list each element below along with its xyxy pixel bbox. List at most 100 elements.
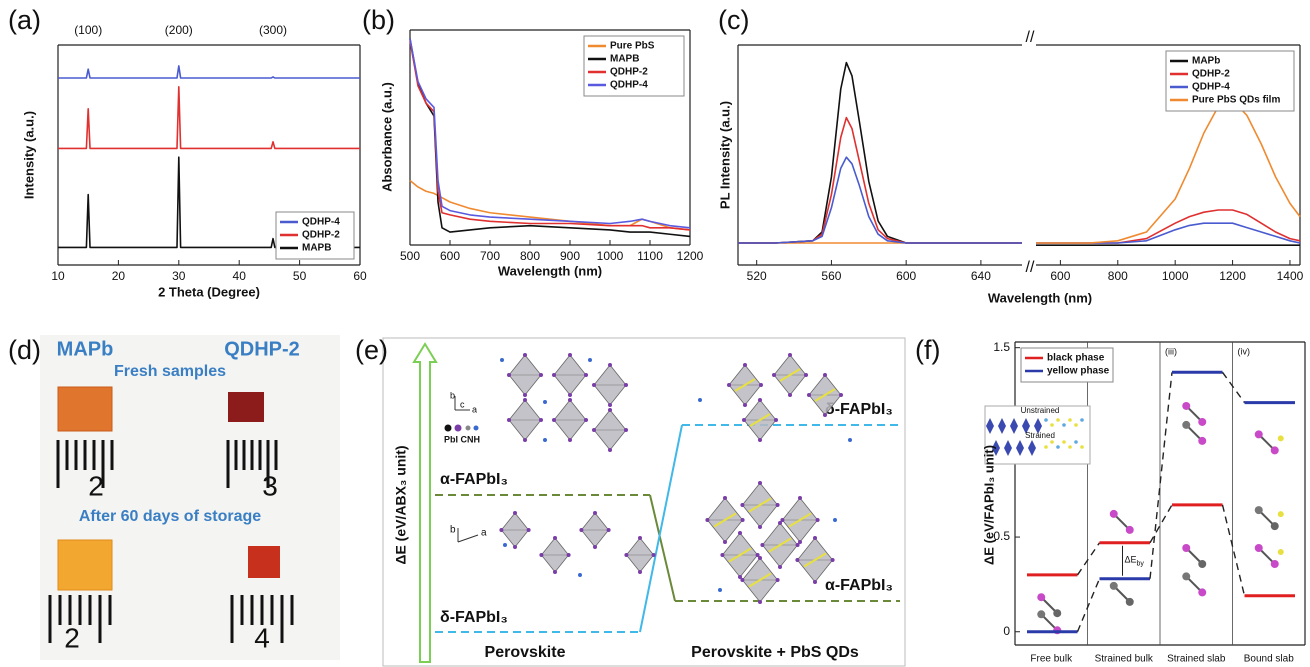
panel-label: (d) xyxy=(8,335,41,365)
x-tick-label: 10 xyxy=(51,269,65,283)
atom xyxy=(552,373,556,377)
atom xyxy=(652,553,656,557)
y-axis-label: Intensity (a.u.) xyxy=(21,111,36,199)
atom xyxy=(523,393,527,397)
legend-label: QDHP-2 xyxy=(1192,69,1230,80)
atom xyxy=(720,553,724,557)
molecule-atom xyxy=(1182,572,1190,580)
inset-atom xyxy=(1044,445,1048,449)
atom xyxy=(778,565,782,569)
atom xyxy=(723,540,727,544)
atom xyxy=(593,545,597,549)
atom xyxy=(772,373,776,377)
atom xyxy=(553,536,557,540)
molecule-atom xyxy=(1255,430,1263,438)
ruler-number: 3 xyxy=(262,470,278,501)
atom xyxy=(740,578,744,582)
ruler-number: 2 xyxy=(88,470,104,501)
molecule-atom xyxy=(1053,609,1061,617)
sample-name: QDHP-2 xyxy=(224,338,300,360)
x-tick-label: 500 xyxy=(400,249,420,263)
atom xyxy=(568,398,572,402)
legend-label: QDHP-4 xyxy=(302,217,340,228)
atom xyxy=(608,363,612,367)
atom xyxy=(816,518,820,522)
atom xyxy=(727,383,731,387)
atom xyxy=(624,428,628,432)
molecule xyxy=(500,358,504,362)
atom xyxy=(507,373,511,377)
atom xyxy=(831,558,835,562)
atom xyxy=(568,438,572,442)
y-axis-label: Absorbance (a.u.) xyxy=(379,82,394,192)
molecule xyxy=(543,400,547,404)
molecule-atom xyxy=(1126,598,1134,606)
annotation-sub: by xyxy=(1137,561,1145,568)
atom xyxy=(743,403,747,407)
atom xyxy=(823,373,827,377)
atom xyxy=(795,558,799,562)
atom xyxy=(738,531,742,535)
ruler-number: 4 xyxy=(254,622,270,653)
data-line xyxy=(738,63,1022,243)
x-tick-label: 900 xyxy=(560,249,580,263)
phase-label: δ-FAPbI₃ xyxy=(825,401,893,418)
inset-atom xyxy=(1074,440,1078,444)
molecule xyxy=(833,518,837,522)
x-tick-label: 1400 xyxy=(1277,269,1304,283)
atom xyxy=(807,393,811,397)
panel-label: (f) xyxy=(915,335,940,365)
atom xyxy=(592,383,596,387)
x-tick-label: 50 xyxy=(293,269,307,283)
atom xyxy=(740,503,744,507)
y-axis-label: PL Intensity (a.u.) xyxy=(717,101,732,209)
x-tick-label: 1000 xyxy=(1162,269,1189,283)
ruler-number: 2 xyxy=(64,622,80,653)
atom-dot xyxy=(474,426,479,431)
molecule xyxy=(543,438,547,442)
inset-atom xyxy=(1068,418,1072,422)
atom xyxy=(523,353,527,357)
atom xyxy=(776,503,780,507)
legend-label: QDHP-4 xyxy=(1192,82,1230,93)
atom xyxy=(758,481,762,485)
y-axis-label: ΔE (eV/FAPbI₃ unit) xyxy=(981,445,996,565)
molecule-atom xyxy=(1182,421,1190,429)
category-label: Strained slab xyxy=(1167,654,1226,665)
legend-label: MAPB xyxy=(610,54,639,65)
inset-atom xyxy=(1080,445,1084,449)
x-tick-label: 600 xyxy=(1050,269,1070,283)
atom xyxy=(523,398,527,402)
x-tick-label: 640 xyxy=(971,269,991,283)
molecule-atom xyxy=(1126,526,1134,534)
atom xyxy=(513,511,517,515)
atom xyxy=(568,353,572,357)
x-tick-label: 30 xyxy=(172,269,186,283)
x-label: Perovskite xyxy=(485,644,566,661)
level-connector xyxy=(1078,543,1100,575)
atom xyxy=(760,543,764,547)
atom xyxy=(823,413,827,417)
atom-dot xyxy=(445,425,452,432)
x-tick-label: 800 xyxy=(520,249,540,263)
atom xyxy=(608,408,612,412)
x-axis-label: Wavelength (nm) xyxy=(498,263,602,278)
legend-label: MAPb xyxy=(1192,56,1220,67)
panel-label: (a) xyxy=(8,5,41,35)
x-tick-label: 40 xyxy=(233,269,247,283)
atom xyxy=(796,543,800,547)
y-tick-label: 0 xyxy=(1003,624,1010,638)
x-tick-label: 700 xyxy=(480,249,500,263)
atom-legend: PbI CNH xyxy=(444,434,480,444)
y-tick-label: 1.5 xyxy=(993,340,1010,354)
inset-label: Unstrained xyxy=(1021,406,1060,415)
atom xyxy=(741,518,745,522)
sample-name: MAPb xyxy=(57,338,114,360)
axis-label: ΔE (eV/ABX₃ unit) xyxy=(393,445,409,564)
atom xyxy=(527,528,531,532)
panel-label: (e) xyxy=(355,335,388,365)
crystal-axis: b xyxy=(450,390,455,400)
atom xyxy=(568,393,572,397)
atom xyxy=(539,553,543,557)
atom xyxy=(759,383,763,387)
